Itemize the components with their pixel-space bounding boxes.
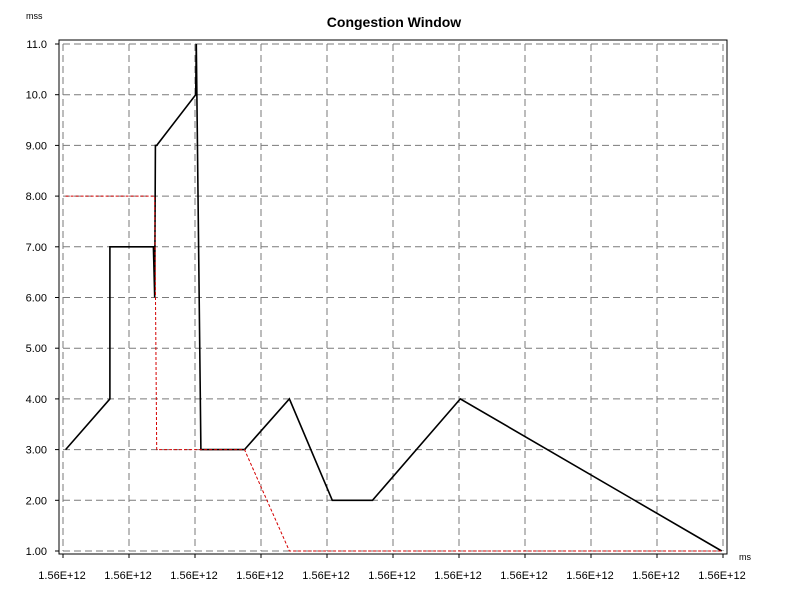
- x-tick-label: 1.56E+12: [368, 570, 415, 582]
- y-tick-label: 5.00: [26, 343, 47, 355]
- y-tick-label: 7.00: [26, 242, 47, 254]
- x-tick-label: 1.56E+12: [38, 570, 85, 582]
- y-tick-label: 11.0: [26, 39, 47, 51]
- x-tick-label: 1.56E+12: [170, 570, 217, 582]
- x-ticks: 1.56E+12 1.56E+12 1.56E+12 1.56E+12 1.56E+12…: [38, 554, 746, 582]
- x-tick-label: 1.56E+12: [434, 570, 481, 582]
- y-tick-label: 10.0: [26, 90, 47, 102]
- series-lines: [64, 43, 723, 552]
- y-tick-label: 6.00: [26, 293, 47, 305]
- y-tick-label: 8.00: [26, 191, 47, 203]
- x-tick-label: 1.56E+12: [302, 570, 349, 582]
- y-tick-label: 2.00: [26, 495, 47, 507]
- x-tick-label: 1.56E+12: [566, 570, 613, 582]
- y-axis-label: mss: [26, 11, 43, 21]
- y-ticks: 1.00 2.00 3.00 4.00 5.00 6.00 7.00 8.00 9.00 10.0…: [26, 39, 59, 558]
- x-tick-label: 1.56E+12: [698, 570, 745, 582]
- series-line-cwnd: [64, 43, 723, 552]
- y-tick-label: 9.00: [26, 140, 47, 152]
- x-tick-label: 1.56E+12: [236, 570, 283, 582]
- y-tick-label: 4.00: [26, 394, 47, 406]
- y-tick-label: 1.00: [26, 546, 47, 558]
- x-tick-label: 1.56E+12: [632, 570, 679, 582]
- x-tick-label: 1.56E+12: [104, 570, 151, 582]
- y-tick-label: 3.00: [26, 445, 47, 457]
- x-tick-label: 1.56E+12: [500, 570, 547, 582]
- chart-title: Congestion Window: [327, 14, 462, 30]
- series-line-ssthresh: [65, 195, 722, 552]
- plot-frame: [58, 39, 728, 555]
- x-axis-label: ms: [739, 552, 751, 562]
- grid: [62, 43, 724, 552]
